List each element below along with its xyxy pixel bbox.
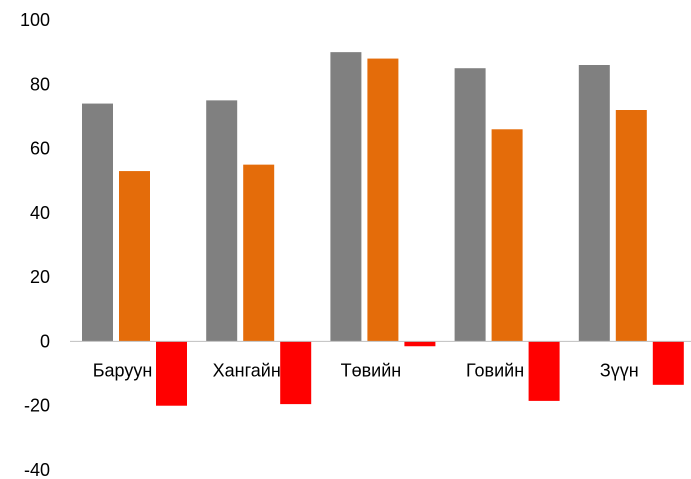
y-axis-ticks: 100 80 60 40 20 0 -20 -40 bbox=[20, 10, 50, 479]
y-tick-label: 0 bbox=[40, 331, 50, 351]
bar-2-5 bbox=[615, 110, 647, 342]
category-label: Төвийн bbox=[341, 360, 402, 380]
bar-3-4 bbox=[528, 341, 560, 401]
category-label: Говийн bbox=[466, 360, 524, 380]
y-tick-label: 80 bbox=[30, 74, 50, 94]
category-label: Хангайн bbox=[213, 360, 281, 380]
bar-2-1 bbox=[119, 171, 150, 342]
y-tick-label: -40 bbox=[24, 460, 50, 479]
bar-1-1 bbox=[82, 103, 113, 342]
bar-1-3 bbox=[330, 52, 362, 342]
bar-1-5 bbox=[578, 65, 610, 342]
category-labels: Баруун Хангайн Төвийн Говийн Зүүн bbox=[93, 360, 639, 380]
y-tick-label: 100 bbox=[20, 10, 50, 30]
y-tick-label: 40 bbox=[30, 203, 50, 223]
y-tick-label: 60 bbox=[30, 139, 50, 159]
bar-1-4 bbox=[454, 68, 486, 342]
bars bbox=[82, 52, 684, 406]
bar-3-3 bbox=[404, 341, 436, 347]
bar-2-4 bbox=[491, 129, 523, 342]
bar-3-5 bbox=[652, 341, 684, 385]
y-tick-label: -20 bbox=[24, 396, 50, 416]
category-label: Зүүн bbox=[600, 360, 639, 380]
y-tick-label: 20 bbox=[30, 267, 50, 287]
bar-3-2 bbox=[280, 341, 312, 405]
bar-1-2 bbox=[206, 100, 238, 342]
bar-3-1 bbox=[156, 341, 187, 406]
bar-2-2 bbox=[243, 164, 275, 342]
bar-2-3 bbox=[367, 58, 399, 342]
category-label: Баруун bbox=[93, 360, 153, 380]
